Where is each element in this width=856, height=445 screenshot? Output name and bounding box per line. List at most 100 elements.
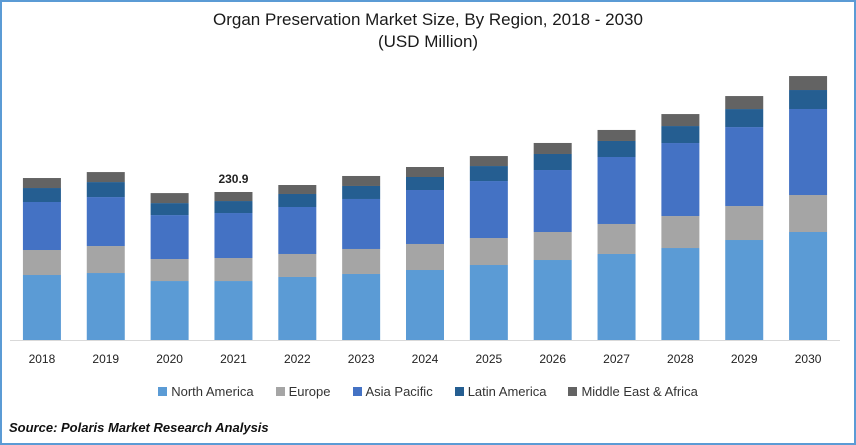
bar-segment-asia-pacific-2030 <box>789 108 828 196</box>
x-tick-label-2026: 2026 <box>539 352 566 366</box>
bar-segment-europe-2025 <box>469 238 508 266</box>
bar-segment-north-america-2019 <box>86 273 125 340</box>
x-tick-label-2030: 2030 <box>795 352 822 366</box>
bar-segment-middle-east-africa-2020 <box>150 193 189 204</box>
chart-subtitle: (USD Million) <box>377 32 479 51</box>
bar-segment-north-america-2018 <box>22 275 61 340</box>
x-tick-label-2020: 2020 <box>156 352 183 366</box>
bar-segment-middle-east-africa-2029 <box>725 96 764 110</box>
bar-segment-europe-2029 <box>725 206 764 241</box>
bar-segment-middle-east-africa-2026 <box>533 142 572 154</box>
bar-segment-europe-2021 <box>214 258 253 282</box>
legend-item-latin-america: Latin America <box>454 384 547 399</box>
bar-segment-asia-pacific-2026 <box>533 170 572 232</box>
bar-segment-europe-2030 <box>789 195 828 232</box>
bar-segment-north-america-2030 <box>789 231 828 340</box>
bar-segment-middle-east-africa-2028 <box>661 114 700 127</box>
legend-swatch <box>158 387 168 396</box>
bars-group <box>22 76 828 340</box>
legend-label: North America <box>171 384 254 399</box>
legend-item-north-america: North America <box>158 384 254 399</box>
legend-label: Latin America <box>467 384 547 399</box>
bar-segment-middle-east-africa-2023 <box>342 175 381 186</box>
bar-segment-north-america-2021 <box>214 281 253 340</box>
bar-segment-asia-pacific-2019 <box>86 197 125 247</box>
bar-segment-asia-pacific-2024 <box>406 190 444 244</box>
bar-segment-europe-2020 <box>150 259 189 282</box>
x-tick-label-2028: 2028 <box>667 352 694 366</box>
bar-segment-latin-america-2023 <box>342 185 381 199</box>
annotations: 230.9 <box>218 172 248 186</box>
x-tick-label-2022: 2022 <box>284 352 311 366</box>
bar-segment-north-america-2020 <box>150 281 189 340</box>
bar-segment-middle-east-africa-2018 <box>22 178 61 189</box>
bar-segment-europe-2022 <box>278 253 317 277</box>
bar-segment-asia-pacific-2025 <box>469 181 508 239</box>
legend-label: Middle East & Africa <box>581 384 698 399</box>
x-tick-label-2023: 2023 <box>348 352 375 366</box>
legend-item-europe: Europe <box>275 384 331 399</box>
bar-segment-north-america-2029 <box>725 240 764 340</box>
bar-segment-latin-america-2028 <box>661 126 700 144</box>
bar-segment-europe-2024 <box>406 243 444 271</box>
bar-segment-asia-pacific-2018 <box>22 201 61 251</box>
bar-segment-north-america-2028 <box>661 248 700 340</box>
bar-segment-middle-east-africa-2024 <box>406 167 444 178</box>
bar-segment-latin-america-2021 <box>214 201 253 214</box>
bar-segment-latin-america-2020 <box>150 203 189 216</box>
bar-segment-north-america-2023 <box>342 273 381 340</box>
x-tick-label-2029: 2029 <box>731 352 758 366</box>
chart-title: Organ Preservation Market Size, By Regio… <box>0 9 856 53</box>
bar-segment-north-america-2024 <box>406 270 444 340</box>
bar-segment-middle-east-africa-2019 <box>86 172 125 183</box>
bar-segment-middle-east-africa-2022 <box>278 185 317 194</box>
bar-segment-latin-america-2025 <box>469 166 508 182</box>
x-tick-label-2024: 2024 <box>412 352 439 366</box>
bar-segment-asia-pacific-2027 <box>597 157 636 224</box>
bar-segment-middle-east-africa-2025 <box>469 156 508 167</box>
legend-swatch <box>275 387 285 396</box>
bar-segment-middle-east-africa-2021 <box>214 192 253 202</box>
bar-segment-europe-2018 <box>22 250 61 276</box>
bar-segment-latin-america-2029 <box>725 109 764 128</box>
x-tick-label-2027: 2027 <box>603 352 630 366</box>
legend-swatch <box>454 387 464 396</box>
bar-segment-north-america-2025 <box>469 265 508 340</box>
bar-segment-middle-east-africa-2027 <box>597 129 636 141</box>
source-note: Source: Polaris Market Research Analysis <box>9 420 269 435</box>
bar-segment-asia-pacific-2028 <box>661 143 700 217</box>
bar-segment-asia-pacific-2023 <box>342 198 381 249</box>
bar-segment-europe-2027 <box>597 223 636 254</box>
bar-segment-latin-america-2026 <box>533 153 572 171</box>
bar-segment-latin-america-2022 <box>278 193 317 207</box>
bar-segment-north-america-2027 <box>597 253 636 340</box>
bar-segment-latin-america-2027 <box>597 140 636 158</box>
x-tick-label-2019: 2019 <box>92 352 119 366</box>
legend-label: Asia Pacific <box>365 384 433 399</box>
bar-segment-north-america-2026 <box>533 260 572 340</box>
bar-segment-asia-pacific-2020 <box>150 215 189 260</box>
x-tick-label-2018: 2018 <box>29 352 56 366</box>
bar-segment-asia-pacific-2029 <box>725 127 764 207</box>
bar-segment-north-america-2022 <box>278 276 317 340</box>
bar-segment-europe-2023 <box>342 248 381 274</box>
bar-segment-asia-pacific-2022 <box>278 206 317 254</box>
bar-segment-latin-america-2019 <box>86 182 125 198</box>
legend-swatch <box>352 387 362 396</box>
legend-label: Europe <box>288 384 331 399</box>
bar-segment-latin-america-2018 <box>22 188 61 202</box>
legend-swatch <box>568 387 578 396</box>
x-tick-label-2021: 2021 <box>220 352 247 366</box>
legend-item-asia-pacific: Asia Pacific <box>352 384 433 399</box>
bar-segment-europe-2028 <box>661 216 700 249</box>
bar-segment-latin-america-2024 <box>406 177 444 191</box>
x-tick-labels: 2018 2019 2020 2021 2022 2023 2024 2025 2026 2027… <box>29 352 822 366</box>
bar-segment-middle-east-africa-2030 <box>789 76 828 91</box>
data-label-2021: 230.9 <box>218 172 248 186</box>
legend-item-middle-east-africa: Middle East & Africa <box>568 384 698 399</box>
chart-title-main: Organ Preservation Market Size, By Regio… <box>213 10 643 29</box>
legend: North America Europe Asia Pacific Latin Ame… <box>0 384 856 399</box>
bar-segment-europe-2019 <box>86 246 125 274</box>
bar-segment-asia-pacific-2021 <box>214 213 253 259</box>
